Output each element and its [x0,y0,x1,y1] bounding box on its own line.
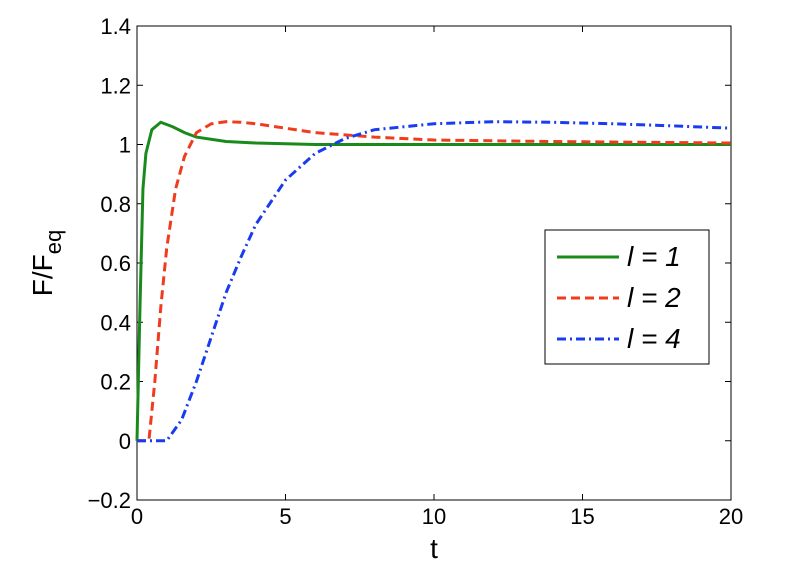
y-label-subscript: eq [41,230,66,254]
x-axis-label: t [430,533,438,564]
y-label-main: F/F [27,254,58,296]
x-tick-label: 15 [570,504,594,529]
x-tick-label: 5 [279,504,291,529]
y-tick-label: 0 [119,429,131,454]
x-tick-label: 10 [422,504,446,529]
series-line [135,120,731,441]
y-tick-label: 0.6 [100,251,131,276]
y-tick-label: 1 [119,133,131,158]
y-tick-label: 1.4 [100,14,131,39]
x-tick-label: 20 [719,504,743,529]
y-tick-label: 0.2 [100,370,131,395]
y-tick-label: 1.2 [100,73,131,98]
legend-label: l = 4 [627,323,681,354]
series-line [137,120,732,443]
series-line [137,120,732,443]
legend-label: l = 2 [627,282,681,313]
y-tick-label: −0.2 [88,488,131,513]
x-tick-label: 0 [131,504,143,529]
y-tick-label: 0.4 [100,310,131,335]
y-axis-label: F/Feq [27,230,66,296]
legend-label: l = 1 [627,241,681,272]
y-tick-label: 0.8 [100,192,131,217]
